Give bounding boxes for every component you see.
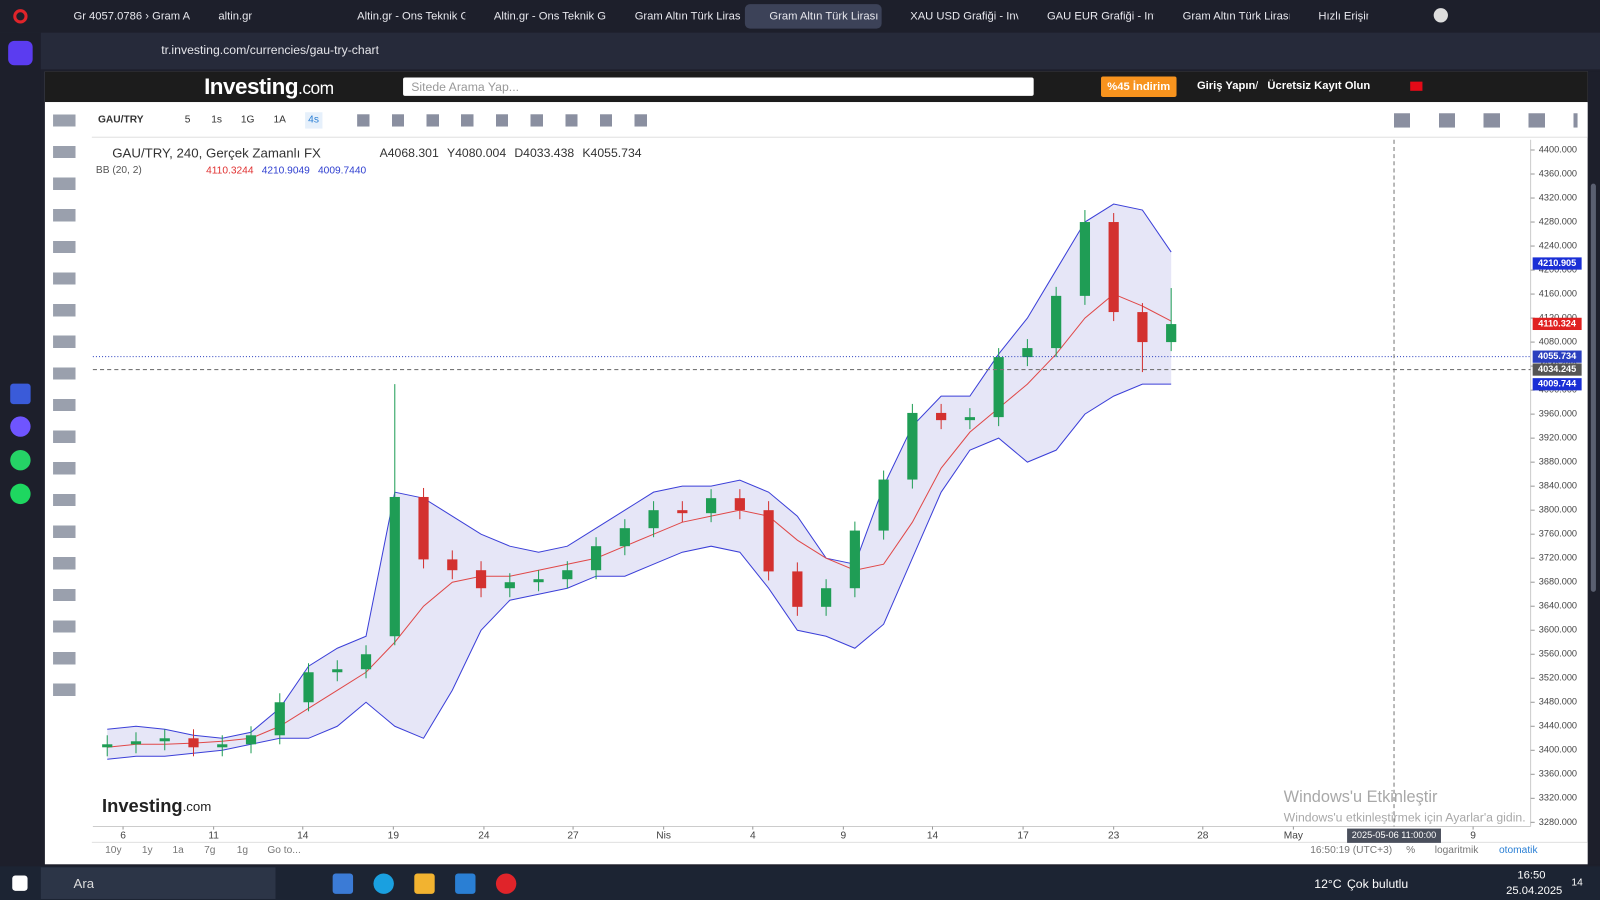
drawing-tools xyxy=(53,114,76,707)
taskbar-app[interactable] xyxy=(495,873,517,894)
url[interactable]: tr.investing.com/currencies/gau-try-char… xyxy=(161,42,380,58)
app-icon[interactable] xyxy=(10,383,31,405)
register-link[interactable]: Ücretsiz Kayıt Olun xyxy=(1267,79,1371,92)
bottom-bar xyxy=(91,841,1588,864)
separator: / xyxy=(1255,79,1259,92)
chart-type-icons xyxy=(357,114,664,127)
search-box[interactable] xyxy=(403,77,1034,96)
promo-button[interactable]: %45 İndirim xyxy=(1101,76,1177,97)
spotify-icon[interactable] xyxy=(10,483,31,505)
date: 25.04.2025 xyxy=(1506,884,1563,897)
activation-title: Windows'u Etkinleştir xyxy=(1283,788,1438,807)
chart-toolbar xyxy=(91,103,1588,138)
tool-icons-right xyxy=(1393,113,1578,128)
opera-sidebar xyxy=(0,32,41,867)
tab[interactable]: Altin.gr - Ons Teknik Graf xyxy=(493,10,606,23)
flag-icon[interactable] xyxy=(1410,81,1423,91)
range-button[interactable]: 10y xyxy=(105,844,122,857)
scroll-thumb[interactable] xyxy=(1590,183,1596,592)
tab[interactable]: XAU USD Grafiği - Invest xyxy=(910,10,1018,23)
whatsapp-icon[interactable] xyxy=(10,449,31,471)
range-button[interactable]: 7g xyxy=(204,844,216,857)
activation-text: Windows'u etkinleştirmek için Ayarlar'a … xyxy=(1283,810,1526,825)
interval-button[interactable]: 1A xyxy=(273,114,286,126)
home-icon[interactable] xyxy=(8,40,33,66)
range-button[interactable]: 1g xyxy=(236,844,249,857)
percent-toggle[interactable]: % xyxy=(1406,844,1416,857)
tab[interactable]: Gr 4057.0786 › Gram Altın xyxy=(73,10,190,23)
web-page xyxy=(44,71,1588,865)
clock: 16:50:19 (UTC+3) xyxy=(1310,844,1393,857)
logo-suffix: .com xyxy=(298,78,334,98)
taskbar-app[interactable] xyxy=(373,873,394,894)
taskbar-app[interactable] xyxy=(332,873,354,894)
temperature: 12°C xyxy=(1314,876,1342,891)
tab[interactable]: Gram Altın Türk Lirası Gra xyxy=(1182,10,1290,23)
taskbar-search[interactable] xyxy=(40,867,276,899)
opera-logo xyxy=(13,9,28,24)
taskbar-search-text: Ara xyxy=(73,875,95,891)
messenger-icon[interactable] xyxy=(10,416,31,437)
logo-text: Investing xyxy=(204,73,299,99)
site-logo[interactable]: Investing.com xyxy=(204,73,334,100)
time: 16:50 xyxy=(1517,869,1546,882)
auto-toggle[interactable]: otomatik xyxy=(1498,844,1538,857)
interval-button[interactable]: 1s xyxy=(211,114,223,126)
tab[interactable]: Hızlı Erişim xyxy=(1318,10,1368,23)
notification-count[interactable]: 14 xyxy=(1571,877,1583,889)
log-toggle[interactable]: logaritmik xyxy=(1434,844,1479,857)
interval-button[interactable]: 1G xyxy=(240,114,255,126)
start-button[interactable] xyxy=(12,875,28,891)
tab[interactable]: Gram Altın Türk Lirası Gra xyxy=(634,10,741,23)
range-button[interactable]: 1a xyxy=(172,844,184,857)
taskbar-app[interactable] xyxy=(414,873,435,894)
tab[interactable]: Altin.gr - Ons Teknik Grafi xyxy=(357,10,465,23)
interval-button[interactable]: 5 xyxy=(184,114,191,126)
tab[interactable]: Gram Altın Türk Lirası Gra xyxy=(744,4,882,29)
range-button[interactable]: 1y xyxy=(141,844,153,857)
search-placeholder: Sitede Arama Yap... xyxy=(411,79,520,94)
login-link[interactable]: Giriş Yapın xyxy=(1196,79,1256,92)
tab[interactable]: altin.gr xyxy=(218,10,253,23)
symbol[interactable]: GAU/TRY xyxy=(97,114,144,126)
weather: Çok bulutlu xyxy=(1346,876,1409,891)
new-tab[interactable] xyxy=(1433,8,1448,23)
interval-button[interactable]: 4s xyxy=(305,112,323,129)
taskbar-app[interactable] xyxy=(455,873,476,894)
goto[interactable]: Go to... xyxy=(267,844,301,857)
tab[interactable]: GAU EUR Grafiği - Investi xyxy=(1046,10,1154,23)
address-bar xyxy=(0,32,1600,70)
